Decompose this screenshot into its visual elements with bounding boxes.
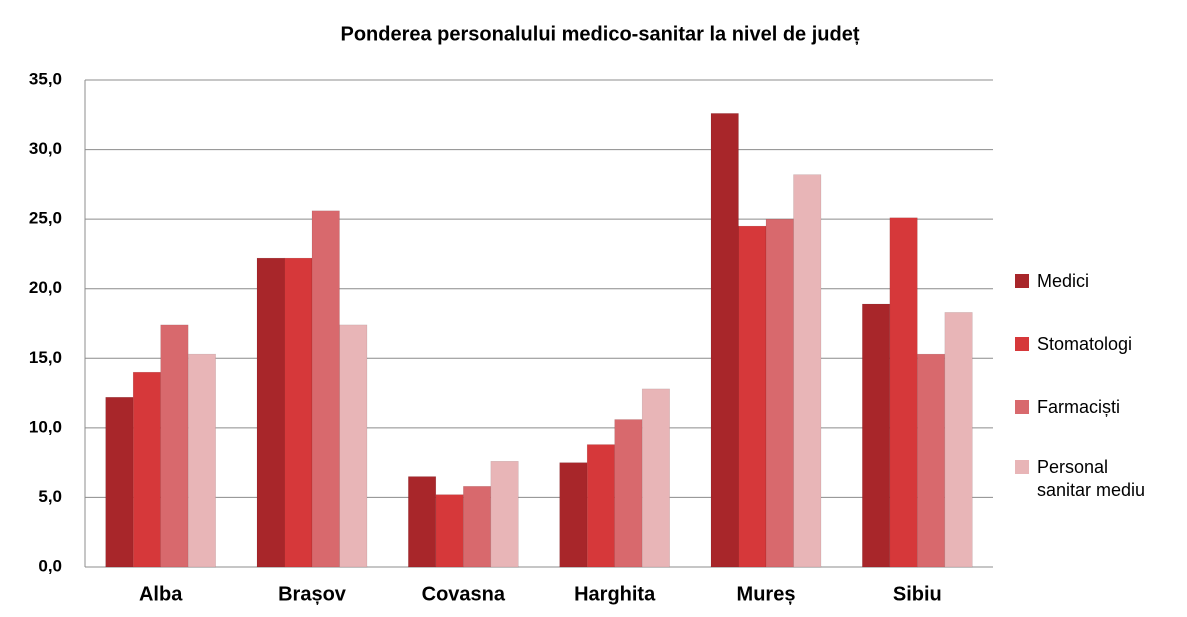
y-tick-label: 25,0 bbox=[29, 209, 62, 228]
bar bbox=[284, 257, 313, 568]
y-tick-label: 0,0 bbox=[38, 556, 62, 575]
legend-item: Medici bbox=[1015, 270, 1167, 293]
legend-label: Medici bbox=[1037, 271, 1090, 291]
bar bbox=[132, 371, 161, 568]
y-tick-label: 5,0 bbox=[38, 487, 62, 506]
x-tick-label: Sibiu bbox=[893, 583, 942, 605]
y-tick-label: 30,0 bbox=[29, 139, 62, 158]
bar bbox=[738, 225, 767, 568]
legend-swatch bbox=[1015, 400, 1029, 414]
legend-item: Stomatologi bbox=[1015, 333, 1167, 356]
bar bbox=[463, 486, 492, 568]
legend-item: Personal sanitar mediu bbox=[1015, 456, 1167, 502]
bar bbox=[944, 312, 973, 568]
legend-label: Personal sanitar mediu bbox=[1037, 457, 1146, 500]
bar bbox=[710, 113, 739, 568]
y-tick-label: 35,0 bbox=[29, 69, 62, 88]
bar bbox=[435, 494, 464, 568]
x-tick-label: Covasna bbox=[422, 583, 506, 605]
bar bbox=[917, 353, 946, 568]
bar bbox=[765, 218, 794, 568]
bar bbox=[160, 324, 189, 568]
legend-swatch bbox=[1015, 460, 1029, 474]
legend-swatch bbox=[1015, 337, 1029, 351]
y-tick-label: 20,0 bbox=[29, 278, 62, 297]
y-tick-label: 15,0 bbox=[29, 348, 62, 367]
x-tick-label: Harghita bbox=[574, 583, 656, 605]
bar bbox=[793, 174, 822, 568]
bar bbox=[559, 462, 588, 568]
bar bbox=[311, 210, 340, 568]
bar bbox=[339, 324, 368, 568]
bar bbox=[586, 444, 615, 568]
x-tick-label: Brașov bbox=[278, 583, 347, 605]
x-tick-label: Mureș bbox=[737, 583, 796, 605]
bar bbox=[187, 353, 216, 568]
legend-label: Stomatologi bbox=[1037, 334, 1133, 354]
legend-item: Farmaciști bbox=[1015, 396, 1167, 419]
bar bbox=[889, 217, 918, 568]
bar bbox=[862, 303, 891, 568]
bar bbox=[641, 388, 670, 568]
x-tick-label: Alba bbox=[139, 583, 183, 605]
legend-swatch bbox=[1015, 274, 1029, 288]
bar bbox=[614, 419, 643, 568]
bar bbox=[256, 257, 285, 568]
bar bbox=[408, 476, 437, 568]
chart-title: Ponderea personalului medico-sanitar la … bbox=[340, 23, 859, 45]
bar bbox=[490, 461, 519, 568]
legend-label: Farmaciști bbox=[1037, 397, 1121, 417]
y-tick-label: 10,0 bbox=[29, 417, 62, 436]
bar bbox=[105, 396, 134, 568]
